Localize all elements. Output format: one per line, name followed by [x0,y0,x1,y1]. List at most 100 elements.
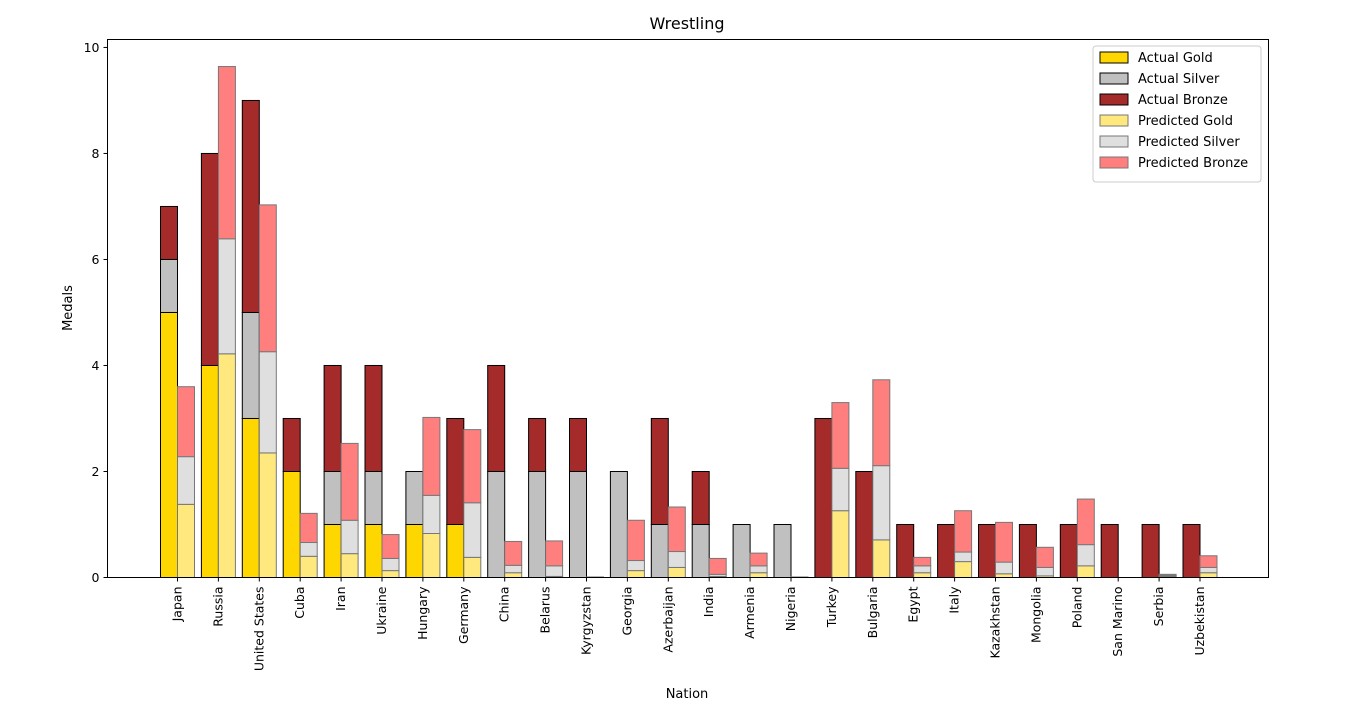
bar-actual-bronze-ukraine [364,364,383,472]
bar-predicted-gold-china [504,572,523,578]
y-tick-label: 4 [92,358,100,373]
bar-predicted-gold-hungary [422,533,441,579]
bar-predicted-gold-egypt [913,572,932,578]
y-axis-label: Medals [61,285,76,331]
bar-actual-gold-iran [323,523,342,578]
bar-predicted-bronze-azerbaijan [667,506,686,553]
bar-actual-bronze-kyrgyzstan [569,417,587,472]
bar-actual-gold-germany [446,523,465,578]
bar-predicted-bronze-china [504,540,523,566]
bar-predicted-silver-cuba [299,542,318,557]
legend-swatch [1099,135,1129,148]
bar-predicted-bronze-hungary [422,416,441,496]
bar-predicted-silver-bulgaria [872,465,891,541]
bar-predicted-gold-georgia [626,570,645,579]
bar-actual-bronze-united-states [241,99,260,313]
bar-actual-gold-japan [160,311,178,578]
bar-actual-bronze-san-marino [1100,523,1119,578]
bar-predicted-gold-italy [954,561,973,578]
bar-predicted-gold-united-states [258,452,277,578]
bar-predicted-silver-hungary [422,494,441,535]
y-tick-label: 2 [92,464,100,479]
bar-predicted-silver-uzbekistan [1199,566,1218,574]
bar-predicted-silver-iran [340,519,359,555]
bar-predicted-silver-italy [954,551,973,563]
plot-frame [107,39,1269,578]
bar-predicted-bronze-belarus [545,540,564,567]
x-tick-label: Poland [1069,587,1084,629]
bar-predicted-bronze-armenia [749,552,768,567]
bar-actual-bronze-turkey [814,417,833,579]
bar-predicted-silver-mongolia [1035,566,1054,577]
bar-actual-silver-ukraine [364,470,383,525]
legend-swatch [1099,156,1129,169]
bar-actual-bronze-belarus [528,417,547,472]
x-tick-label: Georgia [619,587,634,636]
bar-predicted-silver-china [504,564,523,574]
x-axis-label: Nation [666,687,709,702]
bar-actual-silver-armenia [732,523,751,578]
bar-predicted-gold-bulgaria [872,539,891,579]
x-tick-label: Kyrgyzstan [579,587,594,656]
x-tick-label: Ukraine [374,586,389,635]
bars-layer [160,66,1218,579]
bar-actual-silver-iran [323,470,342,525]
y-tick-label: 0 [92,570,100,585]
bar-actual-bronze-india [691,470,710,525]
x-tick-label: Belarus [538,587,553,634]
x-tick-label: Hungary [415,586,430,640]
x-ticks: Japan Russia United States Cuba Iran Ukraine H… [170,577,1207,671]
bar-actual-silver-india [691,523,710,578]
x-tick-label: Cuba [292,587,307,619]
bar-predicted-silver-poland [1076,544,1095,567]
bar-predicted-bronze-kazakhstan [995,521,1013,563]
bar-predicted-silver-kazakhstan [995,561,1013,575]
bar-predicted-gold-kazakhstan [995,573,1013,579]
bar-predicted-silver-armenia [749,565,768,574]
bar-predicted-silver-turkey [831,467,850,512]
bar-actual-silver-belarus [528,470,547,578]
bar-predicted-bronze-cuba [299,512,318,544]
bar-predicted-silver-united-states [258,351,277,454]
y-tick-label: 6 [92,252,100,267]
bar-predicted-silver-egypt [913,565,932,574]
x-tick-label: Iran [333,587,348,611]
bar-predicted-bronze-bulgaria [872,379,891,467]
bar-predicted-bronze-ukraine [381,534,400,559]
bar-predicted-bronze-poland [1076,498,1095,546]
bar-actual-bronze-russia [200,152,219,366]
bar-actual-bronze-mongolia [1018,523,1037,578]
bar-actual-gold-russia [200,364,219,578]
bar-predicted-bronze-serbia [1158,573,1177,576]
bar-predicted-gold-germany [463,556,482,579]
bar-actual-silver-nigeria [773,523,792,578]
bar-predicted-bronze-turkey [831,402,850,469]
bar-predicted-gold-armenia [749,572,768,578]
x-tick-label: Turkey [824,586,839,628]
bar-actual-bronze-egypt [896,523,915,578]
legend-label: Predicted Gold [1138,114,1233,129]
bar-predicted-bronze-united-states [258,204,277,353]
bar-actual-gold-ukraine [364,523,383,578]
bar-predicted-silver-georgia [626,560,645,572]
legend-label: Predicted Bronze [1138,156,1248,171]
legend-label: Predicted Silver [1138,135,1240,150]
x-tick-label: Mongolia [1028,587,1043,644]
bar-actual-bronze-poland [1059,523,1078,578]
legend-label: Actual Bronze [1138,93,1228,108]
x-tick-label: Italy [947,586,962,614]
x-tick-label: San Marino [1110,587,1125,657]
bar-predicted-bronze-mongolia [1035,546,1054,568]
bar-actual-bronze-kazakhstan [978,523,996,578]
bar-actual-silver-azerbaijan [650,523,669,578]
bar-predicted-bronze-iran [340,442,359,521]
bar-predicted-gold-poland [1076,565,1095,579]
bar-predicted-silver-ukraine [381,557,400,572]
bar-predicted-bronze-japan [177,386,195,458]
bar-predicted-silver-japan [177,456,195,505]
chart-title: Wrestling [650,14,725,33]
bar-predicted-gold-ukraine [381,570,400,579]
x-tick-label: China [497,587,512,623]
bar-predicted-gold-turkey [831,510,850,579]
